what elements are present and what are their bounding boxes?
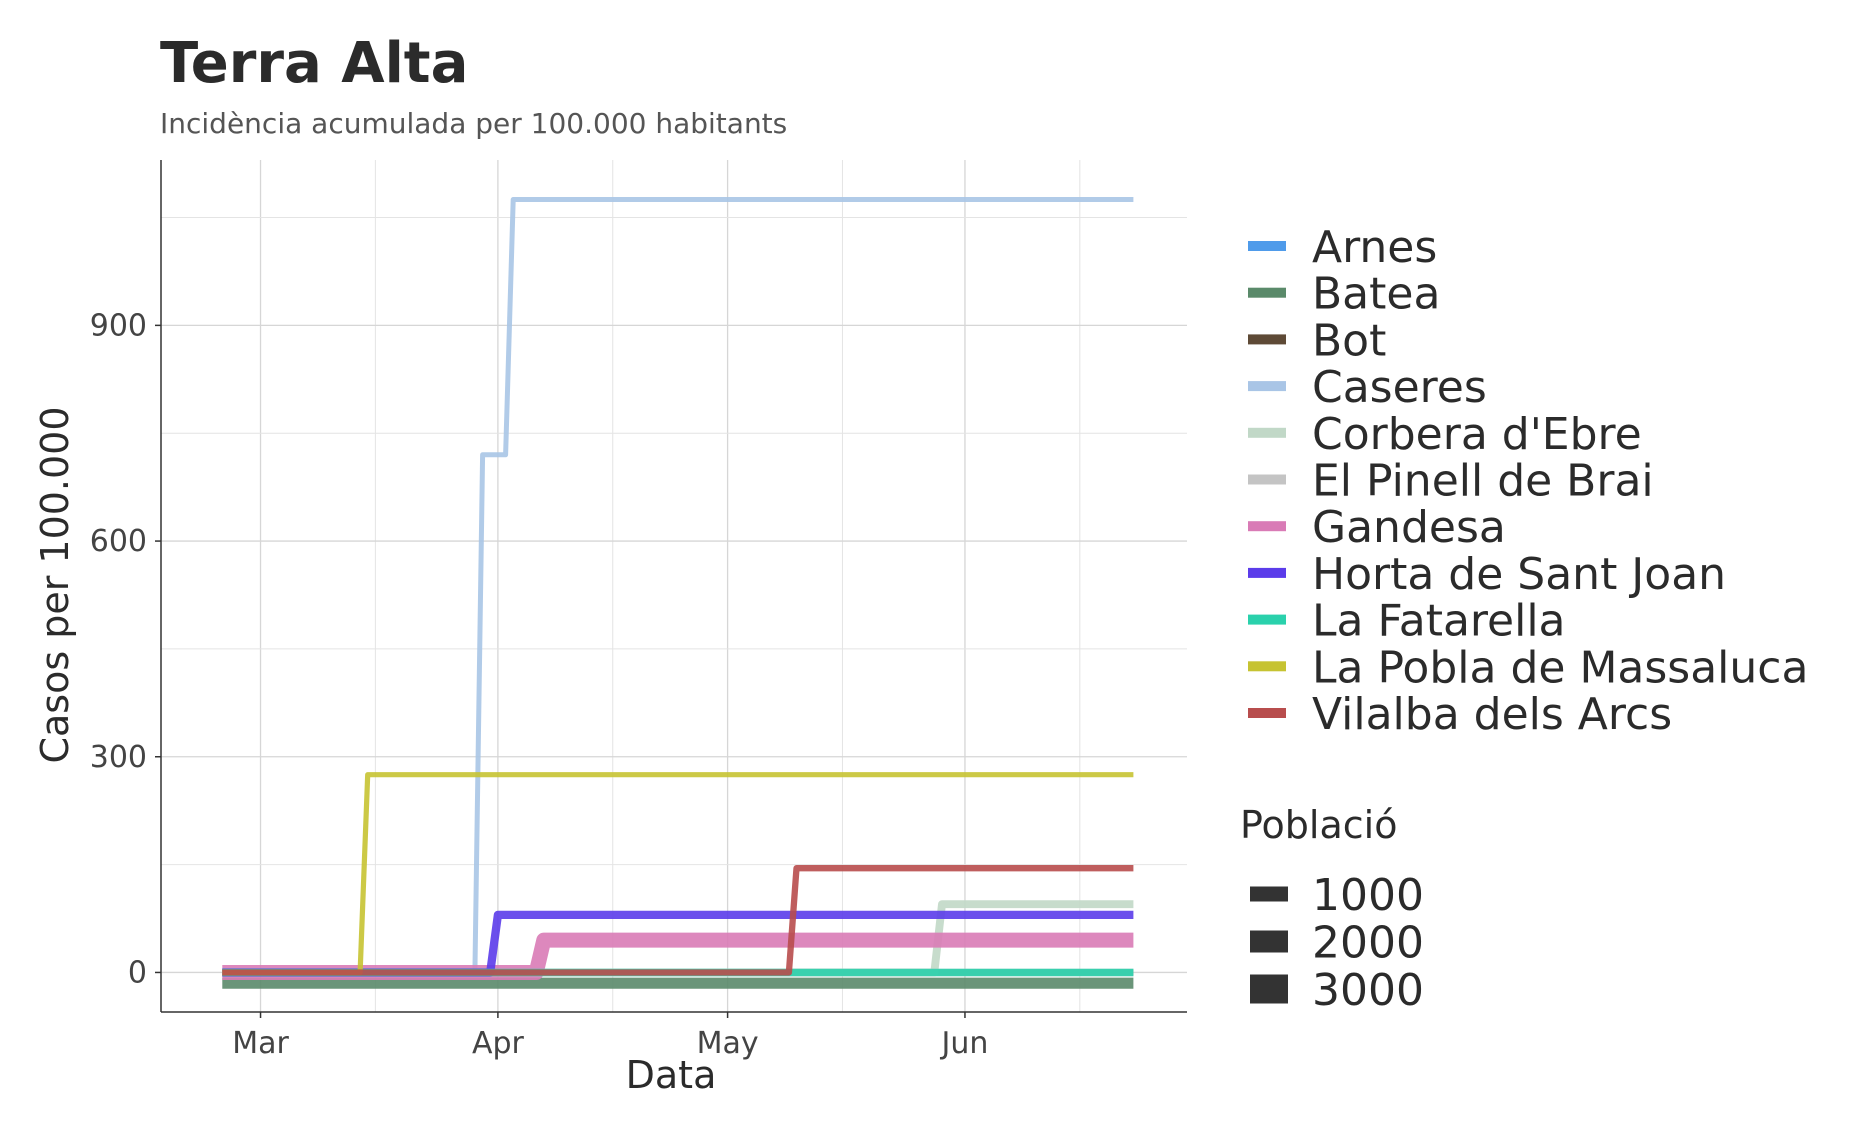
legend-swatch [1248,661,1286,672]
legend-swatch [1248,334,1286,345]
y-axis-title: Casos per 100.000 [33,406,77,763]
legend-swatch [1248,708,1286,718]
legend-swatch [1248,427,1286,438]
legend-swatch [1248,474,1286,485]
series-lines [222,197,1134,989]
size-legend-title: Població [1240,803,1397,847]
size-legend-label: 2000 [1312,918,1424,969]
y-tick-label: 900 [90,308,147,343]
grid-lines [161,160,1187,1012]
legend-swatch [1248,287,1286,298]
y-tick-label: 0 [128,955,147,990]
x-tick-label: Jun [940,1026,989,1061]
legend-label: Arnes [1312,222,1437,273]
legend-label: La Pobla de Massaluca [1312,642,1808,693]
size-legend-label: 1000 [1312,870,1424,921]
x-tick-label: Mar [232,1026,289,1061]
legend-label: Bot [1312,315,1386,366]
legend-label: Corbera d'Ebre [1312,409,1642,460]
tick-labels: Mar Apr May Jun 0 300 600 900 [90,308,989,1061]
legend-swatch [1248,614,1286,625]
size-legend-swatch [1250,886,1288,902]
legend-swatch [1248,381,1286,392]
series-line [222,865,1134,976]
legend-swatch [1248,241,1286,251]
chart-subtitle: Incidència acumulada per 100.000 habitan… [160,107,787,140]
legend-label: Vilalba dels Arcs [1312,689,1672,740]
size-legend-swatch [1250,974,1288,1004]
size-legend-label: 3000 [1312,965,1424,1016]
legend-swatch [1248,567,1286,578]
x-axis-title: Data [626,1053,717,1097]
axes [155,160,1187,1018]
legend-swatch [1248,521,1286,532]
y-tick-label: 600 [90,524,147,559]
series-line [222,197,1134,975]
x-tick-label: May [697,1026,759,1061]
y-tick-label: 300 [90,740,147,775]
legend-label: El Pinell de Brai [1312,456,1654,507]
chart-title: Terra Alta [160,31,468,96]
legend-label: Horta de Sant Joan [1312,549,1726,600]
x-tick-label: Apr [472,1026,525,1061]
legend-label: Caseres [1312,362,1487,413]
size-legend-swatch [1250,930,1288,953]
legend-label: La Fatarella [1312,596,1566,647]
legend-label: Gandesa [1312,502,1506,553]
legend-label: Batea [1312,269,1440,320]
